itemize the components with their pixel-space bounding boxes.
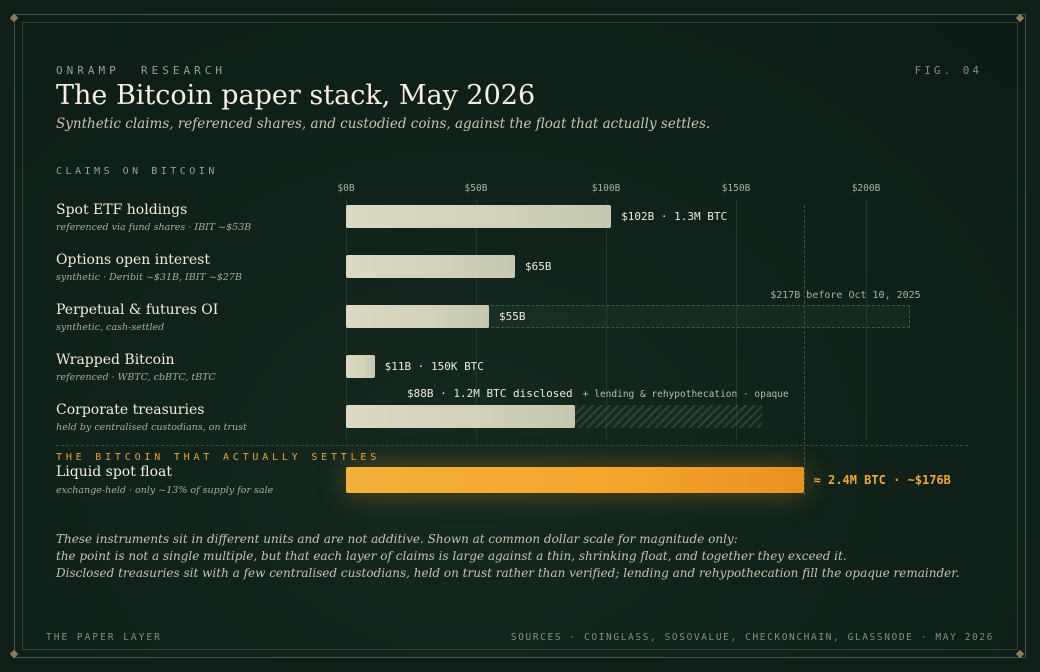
float-bar [346, 467, 804, 493]
opaque-remainder-label: + lending & rehypothecation · opaque [582, 389, 789, 400]
opaque-remainder-bar [574, 405, 762, 428]
float-divider [56, 445, 968, 446]
row-note: exchange-held · only ~13% of supply for … [56, 485, 274, 496]
section-label-float: THE BITCOIN THAT ACTUALLY SETTLES [56, 452, 381, 463]
bar-value-label: $55B [499, 310, 526, 323]
kicker: ONRAMP RESEARCH [56, 64, 226, 77]
bar [346, 205, 612, 228]
float-reference-line [803, 205, 805, 495]
row-name: Perpetual & futures OI [56, 302, 219, 318]
row-note: referenced via fund shares · IBIT ~$53B [56, 222, 252, 233]
bar-value-label: $88B · 1.2M BTC disclosed [407, 387, 573, 400]
row-note: synthetic, cash-settled [56, 322, 165, 333]
x-tick-label: $0B [337, 183, 355, 194]
x-tick-label: $200B [851, 183, 881, 194]
x-tick-label: $50B [464, 183, 488, 194]
bar [346, 255, 515, 278]
bar-value-label: $11B · 150K BTC [384, 360, 484, 373]
bar [346, 305, 489, 328]
page-title: The Bitcoin paper stack, May 2026 [56, 80, 536, 111]
bar-value-label: $102B · 1.3M BTC [621, 210, 728, 223]
footnote-line: the point is not a single multiple, but … [56, 549, 847, 563]
figure-number: FIG. 04 [914, 64, 982, 77]
section-label-claims: CLAIMS ON BITCOIN [56, 166, 218, 177]
row-name: Spot ETF holdings [56, 202, 188, 218]
footer-label: THE PAPER LAYER [46, 632, 162, 643]
inner-frame [22, 22, 1018, 650]
footnote-line: These instruments sit in different units… [56, 532, 738, 546]
footnote-line: Disclosed treasuries sit with a few cent… [56, 566, 960, 580]
row-note: referenced · WBTC, cbBTC, tBTC [56, 372, 216, 383]
gridline [736, 200, 737, 440]
prior-value-label: $217B before Oct 10, 2025 [770, 290, 921, 301]
float-value-label: ≈ 2.4M BTC · ~$176B [813, 473, 951, 487]
page-subtitle: Synthetic claims, referenced shares, and… [56, 116, 711, 132]
x-tick-label: $150B [721, 183, 751, 194]
footer-sources: SOURCES · COINGLASS, SOSOVALUE, CHECKONC… [510, 632, 994, 643]
row-note: held by centralised custodians, on trust [56, 422, 247, 433]
outer-frame [14, 14, 1026, 658]
row-name: Corporate treasuries [56, 402, 205, 418]
row-name: Options open interest [56, 252, 210, 268]
bar [346, 355, 375, 378]
bar [346, 405, 575, 428]
x-tick-label: $100B [591, 183, 621, 194]
bar-value-label: $65B [525, 260, 552, 273]
row-note: synthetic · Deribit ~$31B, IBIT ~$27B [56, 272, 242, 283]
gridline [866, 200, 867, 440]
gridline [606, 200, 607, 440]
row-name: Wrapped Bitcoin [56, 352, 175, 368]
row-name: Liquid spot float [56, 464, 173, 480]
